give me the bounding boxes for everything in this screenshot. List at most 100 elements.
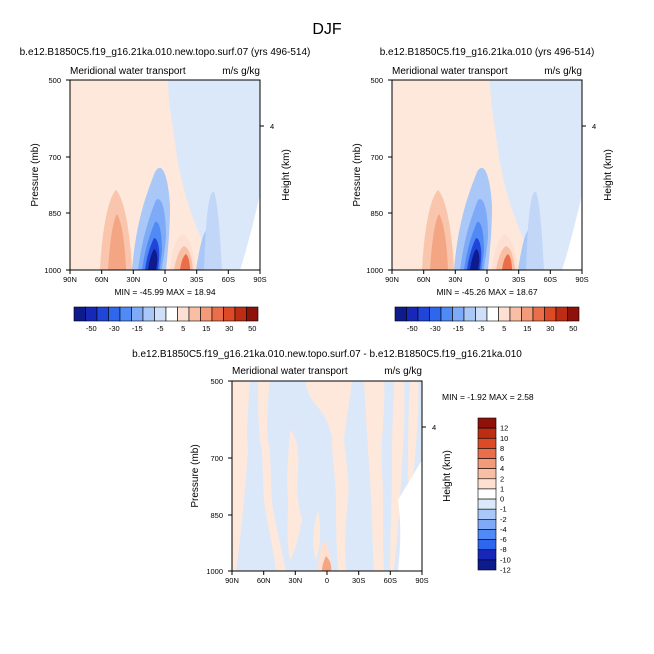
panel-b-xtick-label: 90N [385, 275, 399, 284]
colorbar-label: 1 [500, 484, 504, 493]
colorbar-swatch [567, 306, 580, 322]
panel-b-ytick-right: 4 [592, 122, 596, 131]
panel-c-xtick-label: 60S [384, 576, 397, 585]
panel-a-ytick-right: 4 [270, 122, 274, 131]
panel-a-title: b.e12.B1850C5.f19_g16.21ka.010.new.topo.… [20, 47, 311, 58]
panel-b: b.e12.B1850C5.f19_g16.21ka.010 (yrs 496-… [352, 47, 614, 333]
colorbar-swatch [142, 306, 155, 322]
colorbar-label: -15 [453, 324, 464, 333]
colorbar-swatch [477, 488, 497, 500]
colorbar-swatch [532, 306, 545, 322]
colorbar-swatch [509, 306, 522, 322]
colorbar-swatch [477, 549, 497, 561]
colorbar-label: 4 [500, 464, 504, 473]
colorbar-swatch [544, 306, 557, 322]
colorbar-label: -12 [500, 566, 511, 575]
colorbar-swatch [477, 529, 497, 540]
colorbar-label: -1 [500, 505, 507, 514]
panel-a-ytick-label: 850 [48, 209, 61, 218]
panel-a-xtick-label: 60N [95, 275, 109, 284]
panel-b-tick-marks [388, 79, 586, 274]
colorbar-label: 2 [500, 474, 504, 483]
panel-b-xtick-label: 0 [485, 275, 489, 284]
colorbar-label: 50 [569, 324, 577, 333]
panel-a-subtitle-left: Meridional water transport [70, 66, 186, 77]
colorbar-swatch [440, 306, 453, 322]
colorbar-swatch [477, 519, 497, 530]
panel-a-ytick-label: 1000 [44, 266, 61, 275]
colorbar-label: 30 [546, 324, 554, 333]
colorbar-label: 50 [248, 324, 256, 333]
panel-b-field [392, 80, 582, 270]
panel-b-xtick-label: 90S [575, 275, 588, 284]
panel-a-xtick-label: 30N [126, 275, 140, 284]
panel-b-title: b.e12.B1850C5.f19_g16.21ka.010 (yrs 496-… [380, 47, 595, 58]
panel-b-y-ticks: 500 700 850 1000 4 [366, 76, 596, 275]
panel-a-ylabel: Pressure (mb) [30, 143, 41, 206]
colorbar-label: -5 [157, 324, 164, 333]
colorbar-swatch [463, 306, 476, 322]
panel-b-ytick-label: 850 [370, 209, 383, 218]
panel-a-colorbar: -50 -30 -15 -5 5 15 30 50 [73, 306, 259, 333]
colorbar-swatch [177, 306, 190, 322]
colorbar-swatch [477, 437, 497, 449]
panel-c-xtick-label: 30S [352, 576, 365, 585]
panel-a-xtick-label: 0 [163, 275, 167, 284]
colorbar-label: -10 [500, 555, 511, 564]
colorbar-swatch [223, 306, 236, 322]
panel-b-ytick-label: 1000 [366, 266, 383, 275]
colorbar-swatch [555, 306, 568, 322]
colorbar-swatch [96, 306, 109, 322]
panel-c-ytick-label: 1000 [206, 567, 223, 576]
panel-b-colorbar: -50 -30 -15 -5 5 15 30 50 [394, 306, 580, 333]
colorbar-swatch [234, 306, 247, 322]
colorbar-label: 5 [502, 324, 506, 333]
colorbar-label: 15 [523, 324, 531, 333]
panel-a-x-ticks: 90N 60N 30N 0 30S 60S 90S [63, 275, 267, 284]
panel-b-ytick-label: 500 [370, 76, 383, 85]
panel-c-ylabel: Pressure (mb) [190, 444, 201, 507]
panel-c-field [232, 381, 422, 571]
colorbar-swatch [211, 306, 224, 322]
panel-b-xtick-label: 60N [417, 275, 431, 284]
colorbar-label: -30 [109, 324, 120, 333]
colorbar-swatch [477, 448, 497, 459]
colorbar-swatch [165, 306, 178, 322]
colorbar-swatch [131, 306, 144, 322]
panel-c-ytick-label: 850 [210, 511, 223, 520]
panel-c-subtitle-left: Meridional water transport [232, 366, 348, 377]
panel-c-stats: MIN = -1.92 MAX = 2.58 [442, 392, 534, 402]
panel-c-xtick-label: 0 [325, 576, 329, 585]
panel-c-y-ticks: 500 700 850 1000 4 [206, 377, 436, 576]
panel-a-subtitle-right: m/s g/kg [222, 66, 260, 77]
colorbar-swatch [417, 306, 430, 322]
colorbar-swatch [73, 306, 86, 322]
panel-c-subtitle-right: m/s g/kg [384, 366, 422, 377]
panel-b-subtitle-left: Meridional water transport [392, 66, 508, 77]
colorbar-swatch [108, 306, 121, 322]
colorbar-swatch [477, 539, 497, 551]
colorbar-swatch [429, 306, 442, 322]
panel-b-xtick-label: 60S [544, 275, 557, 284]
colorbar-label: -30 [430, 324, 441, 333]
panel-b-x-ticks: 90N 60N 30N 0 30S 60S 90S [385, 275, 589, 284]
colorbar-label: 5 [181, 324, 185, 333]
panel-c: b.e12.B1850C5.f19_g16.21ka.010.new.topo.… [132, 349, 534, 585]
colorbar-label: 0 [500, 495, 504, 504]
colorbar-swatch [452, 306, 465, 322]
panel-a-xtick-label: 30S [190, 275, 203, 284]
panel-c-ytick-right: 4 [432, 423, 436, 432]
colorbar-swatch [521, 306, 534, 322]
panel-a-tick-marks [66, 79, 264, 274]
panel-c-xtick-label: 90N [225, 576, 239, 585]
colorbar-swatch [477, 458, 497, 469]
panel-a-xtick-label: 90S [253, 275, 266, 284]
panel-c-xtick-label: 30N [288, 576, 302, 585]
colorbar-label: 12 [500, 424, 508, 433]
colorbar-swatch [119, 306, 132, 322]
panel-a-xtick-label: 90N [63, 275, 77, 284]
panel-a-y-ticks: 500 700 850 1000 4 [44, 76, 274, 275]
panel-b-subtitle-right: m/s g/kg [544, 66, 582, 77]
